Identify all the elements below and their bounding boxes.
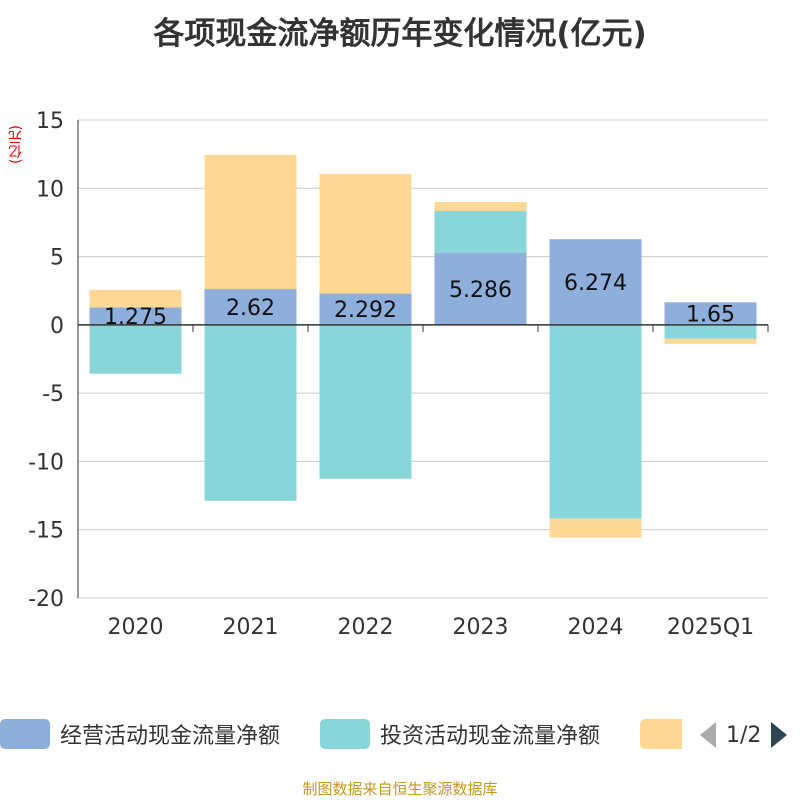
bar-segment (434, 211, 527, 253)
x-tick-label: 2023 (453, 615, 509, 640)
bar-segment (664, 338, 757, 344)
y-tick-label: 15 (36, 109, 64, 134)
legend-pager: 1/2 (700, 718, 788, 752)
legend-item[interactable]: 筹资活动现金流量净额 (640, 718, 682, 750)
x-tick-label: 2021 (223, 615, 279, 640)
bar-segment (549, 518, 642, 538)
legend-swatch (320, 719, 370, 749)
y-tick-label: -10 (28, 450, 64, 475)
bar-segment (549, 324, 642, 519)
x-tick-label: 2025Q1 (667, 615, 754, 640)
bar-segment (664, 302, 757, 325)
chart-title: 各项现金流净额历年变化情况(亿元) (153, 16, 647, 52)
legend: 经营活动现金流量净额 投资活动现金流量净额 筹资活动现金流量净额 (0, 718, 682, 752)
data-label: 2.292 (334, 298, 397, 323)
bar-segment (664, 324, 757, 339)
data-label: 6.274 (564, 271, 627, 296)
legend-label: 经营活动现金流量净额 (60, 724, 281, 749)
bar-segment (319, 324, 412, 479)
bar-segment (434, 201, 527, 212)
bar-segment (204, 289, 297, 325)
x-tick-label: 2020 (108, 615, 164, 640)
y-tick-label: -5 (42, 382, 64, 407)
bar-segment (319, 293, 412, 325)
y-tick-label: -20 (28, 587, 64, 612)
chart-canvas: 15 10 5 0 -5 -10 -15 -20 2020 2021 2022 2023 2024 202… (28, 109, 769, 640)
legend-swatch (640, 719, 682, 749)
y-tick-label: 10 (36, 177, 64, 202)
legend-item[interactable]: 投资活动现金流量净额 (320, 718, 600, 750)
data-source: 制图数据来自恒生聚源数据库 (302, 780, 498, 798)
legend-prev-icon[interactable] (700, 722, 716, 748)
legend-page: 1/2 (726, 722, 762, 748)
bar-segment (89, 289, 182, 308)
bar-segment (89, 307, 182, 325)
bar-segment (319, 173, 412, 294)
data-label: 1.65 (686, 303, 735, 328)
y-tick-label: -15 (28, 519, 64, 544)
legend-label: 投资活动现金流量净额 (380, 724, 601, 749)
y-tick-label: 0 (50, 314, 64, 339)
bar-segment (204, 154, 297, 290)
data-label: 1.275 (104, 305, 167, 330)
data-label: 2.62 (226, 296, 275, 321)
bar-segment (204, 324, 297, 501)
legend-item[interactable]: 经营活动现金流量净额 (0, 718, 280, 750)
y-tick-label: 5 (50, 246, 64, 271)
legend-next-icon[interactable] (771, 722, 788, 748)
bar-segment (434, 252, 527, 325)
legend-swatch (0, 719, 50, 749)
bar-segment (549, 239, 642, 325)
x-tick-label: 2024 (568, 615, 624, 640)
bar-segment (89, 324, 182, 374)
x-tick-label: 2022 (338, 615, 394, 640)
data-label: 5.286 (449, 278, 512, 303)
